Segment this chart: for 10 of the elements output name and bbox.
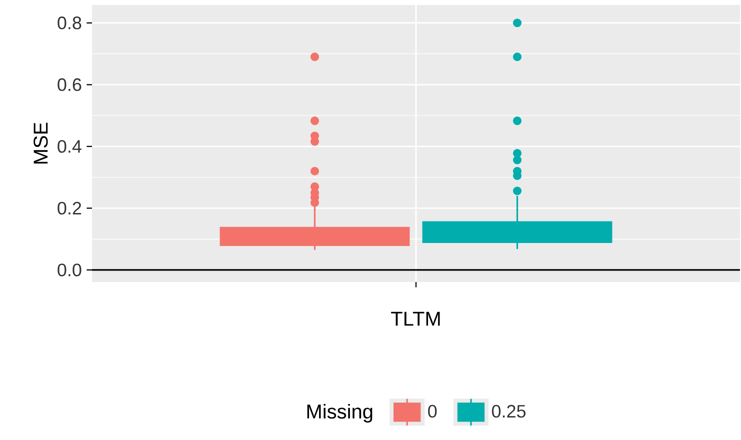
legend-label: 0.25 xyxy=(492,404,526,418)
x-axis-title: TLTM xyxy=(391,312,440,326)
y-tick-label: 0.4 xyxy=(58,140,82,153)
y-tick-label: 0.0 xyxy=(58,264,82,276)
y-axis-title: MSE xyxy=(34,122,48,164)
y-tick-label: 0.8 xyxy=(58,16,82,30)
legend-label: 0 xyxy=(428,404,437,418)
y-tick-label: 0.6 xyxy=(58,78,82,92)
y-tick-label: 0.2 xyxy=(58,202,82,215)
legend-title: Missing xyxy=(307,404,372,423)
